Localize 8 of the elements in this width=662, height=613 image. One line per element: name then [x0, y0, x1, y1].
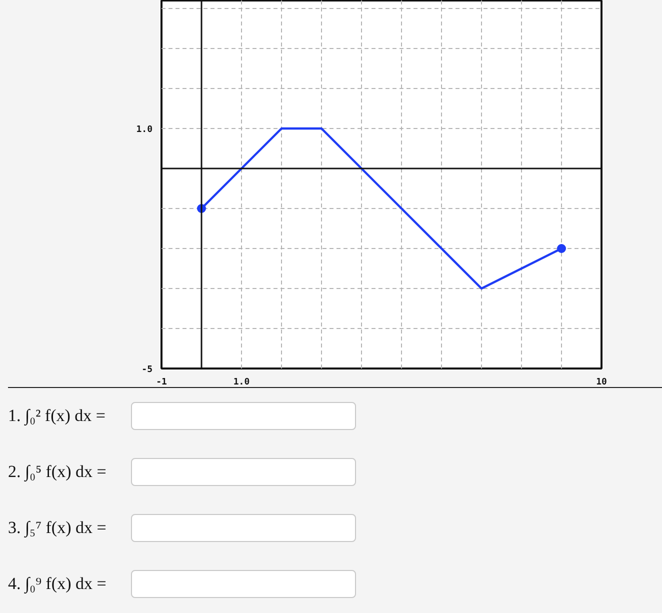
- text: 3. ∫₅⁷ f(x) dx =: [8, 516, 108, 540]
- y-tick-label: -5: [142, 365, 153, 375]
- text: 1. ∫₀² f(x) dx =: [8, 404, 107, 428]
- x-tick-label: 1.0: [233, 378, 250, 388]
- x-tick-label: -1: [156, 378, 167, 388]
- text: 4. ∫₀⁹ f(x) dx =: [8, 572, 108, 596]
- x-tick-label: 10: [596, 378, 607, 388]
- text: 2. ∫₀⁵ f(x) dx =: [8, 460, 108, 484]
